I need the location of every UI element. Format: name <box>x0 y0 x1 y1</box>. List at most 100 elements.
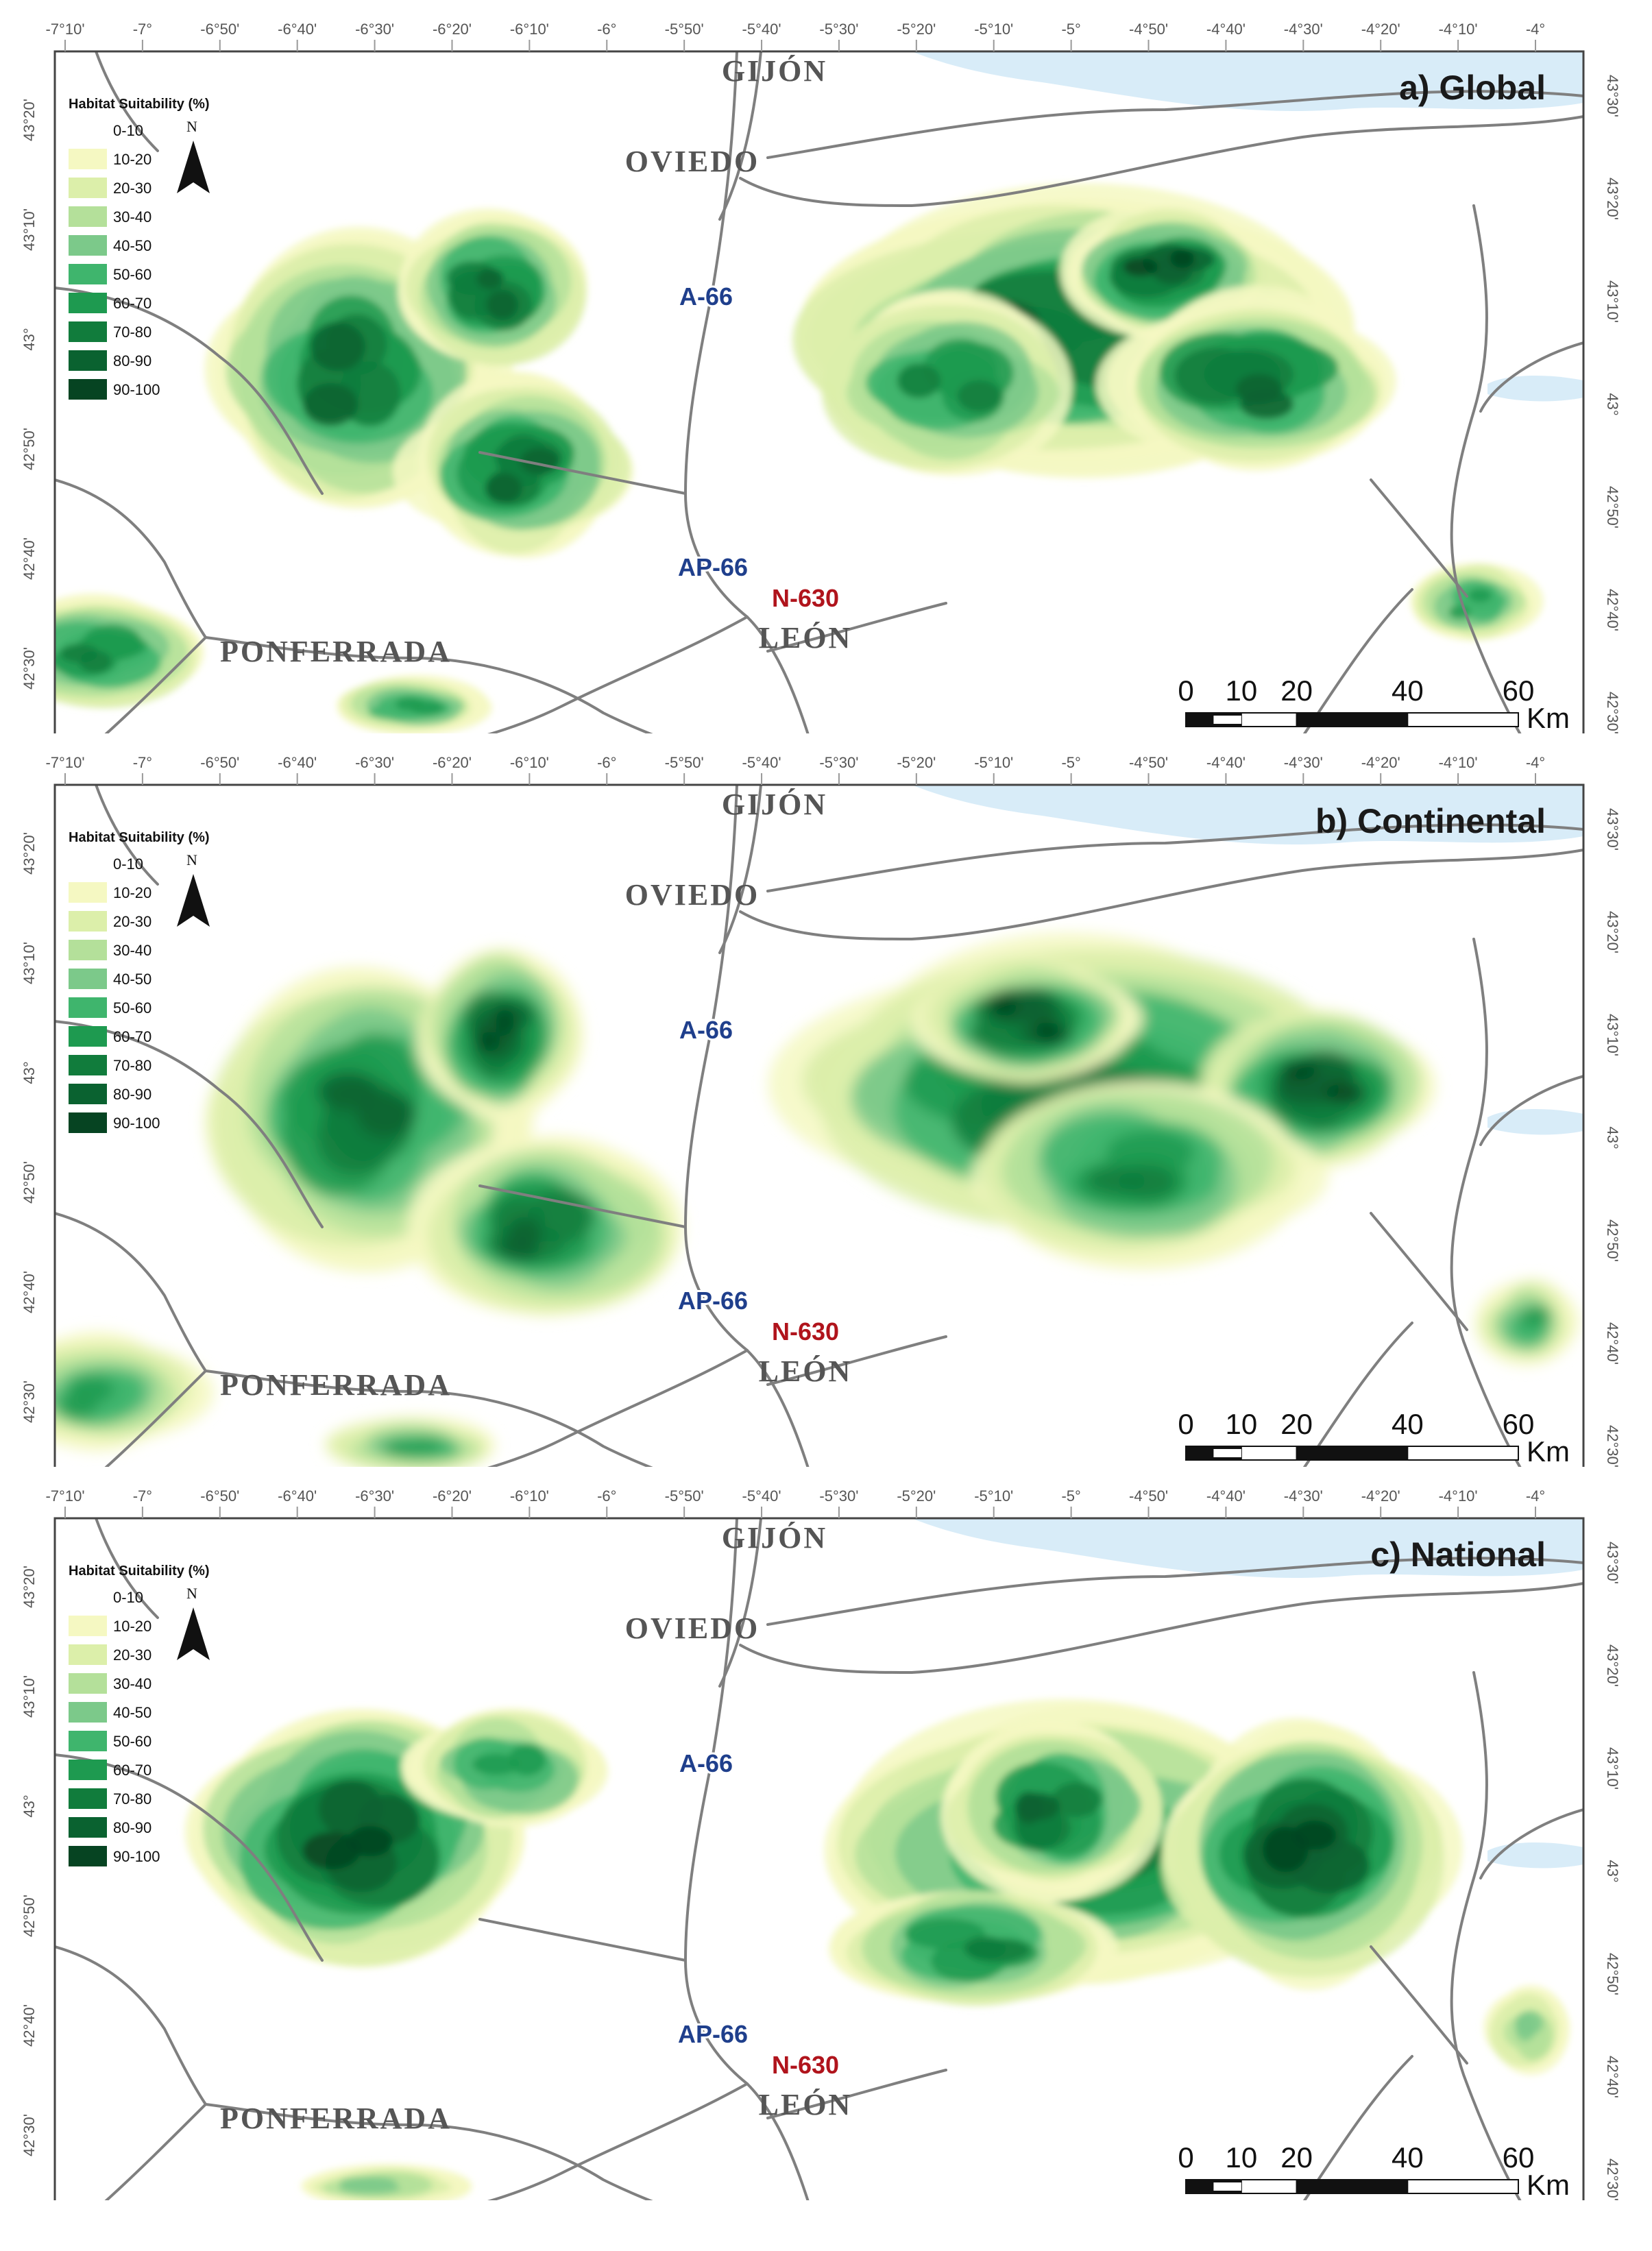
road-network <box>55 785 1583 1467</box>
legend-swatch <box>69 1673 107 1694</box>
map-content <box>55 51 1583 733</box>
longitude-label: -4°20' <box>1361 754 1400 771</box>
latitude-label: 43°10' <box>1604 280 1621 323</box>
latitude-label: 42°50' <box>1604 1219 1621 1262</box>
longitude-label: -4°10' <box>1439 21 1478 38</box>
legend-swatch <box>69 235 107 256</box>
legend-label: 10-20 <box>113 1618 151 1635</box>
legend-swatch <box>69 1587 107 1607</box>
scale-bar-label: 60 <box>1503 674 1535 707</box>
legend-swatch <box>69 1026 107 1047</box>
city-label: GIJÓN <box>722 1521 827 1555</box>
longitude-label: -6° <box>597 1487 616 1505</box>
scale-bar-label: 40 <box>1392 1408 1424 1440</box>
legend-label: 90-100 <box>113 381 160 398</box>
latitude-label: 43° <box>1604 1860 1621 1882</box>
city-label: LEÓN <box>759 1354 853 1388</box>
road-2 <box>739 115 1583 208</box>
road-6 <box>204 2103 653 2200</box>
legend-swatch <box>69 379 107 400</box>
legend-swatch <box>69 321 107 342</box>
legend-title: Habitat Suitability (%) <box>69 1563 210 1579</box>
north-arrow-icon: N <box>177 118 210 193</box>
longitude-labels: -7°10' -7° -6°50' -6°40' -6°30' -6°20' -6°10' -… <box>45 754 1545 785</box>
road-3 <box>766 90 1583 159</box>
scale-bar-label: 10 <box>1225 674 1257 707</box>
road-13 <box>95 1518 159 1619</box>
north-arrow-label: N <box>186 851 197 868</box>
latitude-label: 43° <box>21 1794 38 1817</box>
legend-label: 30-40 <box>113 942 151 959</box>
legend-label: 60-70 <box>113 1028 151 1045</box>
legend-swatch <box>69 940 107 960</box>
road-10 <box>1450 204 1522 733</box>
map-frame <box>53 1517 1585 2200</box>
latitude-labels-left: 42°30' 42°40' 42°50' 43° 43°10' 43°20' <box>21 99 38 690</box>
scale-bar-label: 20 <box>1280 674 1313 707</box>
road-1 <box>718 785 762 954</box>
longitude-label: -6°20' <box>433 21 472 38</box>
latitude-labels-left: 42°30' 42°40' 42°50' 43° 43°10' 43°20' <box>21 832 38 1423</box>
road-4 <box>55 1020 324 1228</box>
legend-swatch <box>69 853 107 874</box>
latitude-label: 43°10' <box>21 942 38 984</box>
longitude-label: -5°50' <box>665 1487 704 1505</box>
legend-swatch <box>69 1760 107 1780</box>
legend-label: 20-30 <box>113 180 151 197</box>
scale-bar-unit: Km <box>1527 2169 1570 2200</box>
latitude-label: 43°10' <box>1604 1747 1621 1790</box>
latitude-labels-right: 42°30' 42°40' 42°50' 43° 43°10' 43°20' 43°30' <box>1604 75 1621 733</box>
legend-swatch <box>69 1788 107 1809</box>
map-canvas: -7°10' -7° -6°50' -6°40' -6°30' -6°20' -6°10' -… <box>21 1487 1621 2200</box>
map-content <box>55 785 1583 1467</box>
road-1 <box>718 1518 762 1688</box>
road-6 <box>204 636 653 733</box>
scale-bar-segment <box>1240 712 1298 727</box>
legend-swatch <box>69 264 107 284</box>
longitude-label: -4° <box>1526 754 1545 771</box>
legend-label: 0-10 <box>113 1589 143 1606</box>
road-1 <box>718 51 762 221</box>
legend-swatch <box>69 1731 107 1751</box>
city-label: PONFERRADA <box>220 1368 452 1402</box>
longitude-label: -5°40' <box>742 21 781 38</box>
legend-swatch <box>69 1055 107 1075</box>
longitude-label: -6°40' <box>278 754 317 771</box>
map-frame <box>53 783 1585 1467</box>
legend-label: 50-60 <box>113 999 151 1017</box>
longitude-label: -5°10' <box>974 754 1013 771</box>
scale-bar-label: 0 <box>1178 674 1193 707</box>
map-canvas: -7°10' -7° -6°50' -6°40' -6°30' -6°20' -6°10' -… <box>21 21 1621 733</box>
latitude-label: 43°30' <box>1604 1542 1621 1584</box>
legend-label: 70-80 <box>113 324 151 341</box>
road-7 <box>104 2103 207 2200</box>
longitude-label: -6°40' <box>278 1487 317 1505</box>
latitude-label: 43°30' <box>1604 75 1621 117</box>
latitude-label: 42°40' <box>21 1271 38 1313</box>
scale-bar-half-segment <box>1213 716 1241 724</box>
scale-bar-segment <box>1240 1446 1298 1461</box>
road-labels: A-66 AP-66 N-630 <box>676 1014 841 1348</box>
road-5 <box>55 478 207 639</box>
scale-bar-label: 40 <box>1392 2141 1424 2174</box>
latitude-label: 43°10' <box>21 1675 38 1718</box>
longitude-label: -5°30' <box>819 21 858 38</box>
longitude-label: -5° <box>1061 754 1080 771</box>
map-panel-continental: -7°10' -7° -6°50' -6°40' -6°30' -6°20' -6°10' -… <box>0 733 1652 1467</box>
latitude-label: 43° <box>1604 393 1621 415</box>
legend-swatch <box>69 911 107 932</box>
city-label: GIJÓN <box>722 54 827 88</box>
legend-label: 70-80 <box>113 1790 151 1808</box>
legend-label: 0-10 <box>113 855 143 873</box>
longitude-label: -6° <box>597 754 616 771</box>
road-labels: A-66 AP-66 N-630 <box>676 1747 841 2081</box>
latitude-label: 42°30' <box>21 2114 38 2156</box>
road-0 <box>683 785 810 1467</box>
latitude-label: 42°50' <box>21 428 38 470</box>
longitude-label: -7°10' <box>45 754 84 771</box>
legend-label: 10-20 <box>113 884 151 901</box>
latitude-label: 43°20' <box>21 99 38 141</box>
road-label-n630: N-630 <box>772 584 839 612</box>
